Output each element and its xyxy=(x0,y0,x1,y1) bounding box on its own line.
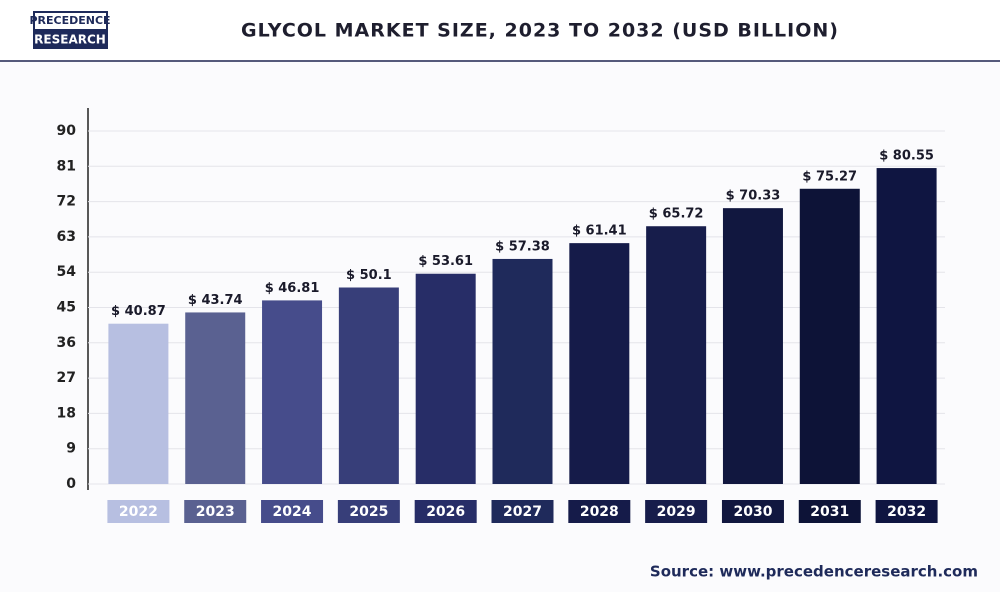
value-label: $ 40.87 xyxy=(111,304,166,319)
category-box xyxy=(184,500,247,523)
bar xyxy=(108,323,169,484)
value-label: $ 57.38 xyxy=(495,239,550,254)
value-label: $ 46.81 xyxy=(265,281,320,296)
category-box xyxy=(491,500,554,523)
x-tick-label: 2025 xyxy=(349,504,388,520)
x-tick-label: 2031 xyxy=(810,504,849,520)
category-box xyxy=(107,500,170,523)
value-label: $ 50.1 xyxy=(346,268,392,283)
category-box xyxy=(414,500,477,523)
value-label: $ 65.72 xyxy=(649,207,704,222)
bar xyxy=(262,300,323,484)
bar xyxy=(569,243,630,484)
y-tick-label: 18 xyxy=(57,405,76,421)
logo-text: RESEARCH xyxy=(34,33,106,47)
value-label: $ 43.74 xyxy=(188,293,243,308)
value-label: $ 75.27 xyxy=(802,169,857,184)
logo-text: PRECEDENCE xyxy=(29,14,110,27)
y-tick-label: 45 xyxy=(57,300,76,316)
y-tick-label: 36 xyxy=(57,335,76,351)
bar xyxy=(338,287,399,484)
category-box xyxy=(568,500,631,523)
y-tick-label: 0 xyxy=(66,476,76,492)
value-label: $ 53.61 xyxy=(418,254,473,269)
y-tick-label: 54 xyxy=(57,264,77,280)
value-label: $ 61.41 xyxy=(572,224,627,239)
bar xyxy=(185,312,246,484)
category-box xyxy=(337,500,400,523)
y-tick-label: 9 xyxy=(66,441,76,457)
category-box xyxy=(875,500,938,523)
source: Source: www.precedenceresearch.com xyxy=(650,563,978,581)
x-tick-label: 2023 xyxy=(196,504,235,520)
x-tick-label: 2024 xyxy=(273,504,312,520)
y-tick-label: 90 xyxy=(57,123,77,139)
bar xyxy=(876,168,937,484)
category-box xyxy=(645,500,708,523)
y-tick-label: 63 xyxy=(57,229,76,245)
category-box xyxy=(261,500,324,523)
value-label: $ 80.55 xyxy=(879,149,934,164)
chart-title: GLYCOL MARKET SIZE, 2023 TO 2032 (USD BI… xyxy=(241,20,839,42)
bar xyxy=(646,226,707,484)
logo-top xyxy=(35,13,106,29)
bar xyxy=(722,208,783,484)
category-box xyxy=(798,500,861,523)
x-tick-label: 2030 xyxy=(733,504,772,520)
x-tick-label: 2026 xyxy=(426,504,465,520)
y-tick-label: 81 xyxy=(57,158,76,174)
x-tick-label: 2029 xyxy=(657,504,696,520)
y-tick-label: 27 xyxy=(57,370,76,386)
x-tick-label: 2028 xyxy=(580,504,619,520)
x-tick-label: 2022 xyxy=(119,504,158,520)
value-label: $ 70.33 xyxy=(726,189,781,204)
x-tick-label: 2032 xyxy=(887,504,926,520)
bar xyxy=(415,273,476,484)
y-tick-label: 72 xyxy=(57,194,76,210)
category-box xyxy=(721,500,784,523)
bar xyxy=(492,258,553,484)
bar xyxy=(799,188,860,484)
x-tick-label: 2027 xyxy=(503,504,542,520)
